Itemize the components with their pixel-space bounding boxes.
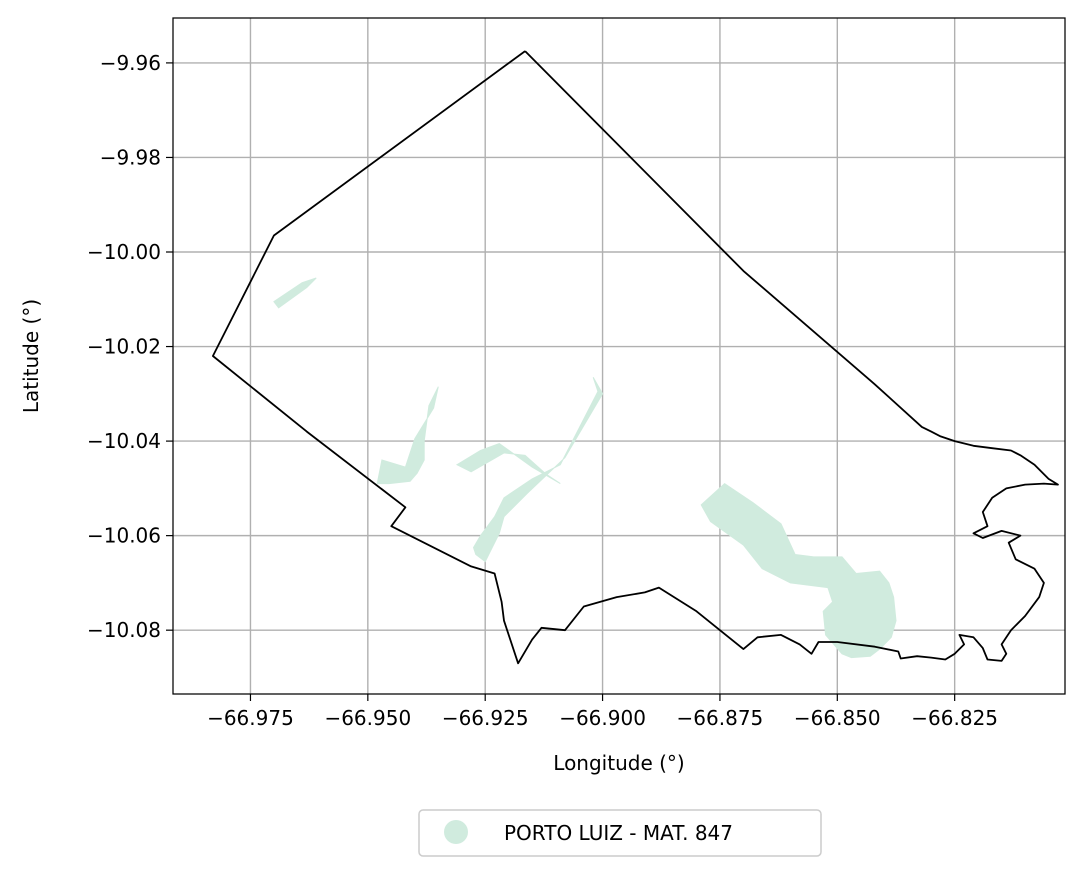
y-tick-label: −9.98 bbox=[100, 145, 161, 169]
x-tick-label: −66.975 bbox=[207, 706, 294, 730]
x-tick-label: −66.850 bbox=[794, 706, 881, 730]
y-axis-label: Latitude (°) bbox=[19, 299, 43, 413]
x-tick-label: −66.900 bbox=[559, 706, 646, 730]
x-tick-label: −66.925 bbox=[442, 706, 529, 730]
y-tick-label: −10.02 bbox=[87, 335, 161, 359]
legend-label: PORTO LUIZ - MAT. 847 bbox=[504, 821, 733, 845]
legend-marker-icon bbox=[444, 820, 468, 844]
y-tick-label: −10.00 bbox=[87, 240, 161, 264]
x-tick-label: −66.875 bbox=[677, 706, 764, 730]
x-tick-label: −66.950 bbox=[324, 706, 411, 730]
y-tick-label: −10.06 bbox=[87, 524, 161, 548]
x-axis-label: Longitude (°) bbox=[553, 751, 684, 775]
x-tick-label: −66.825 bbox=[911, 706, 998, 730]
y-tick-label: −10.04 bbox=[87, 429, 161, 453]
y-tick-label: −9.96 bbox=[100, 51, 161, 75]
y-tick-label: −10.08 bbox=[87, 618, 161, 642]
legend: PORTO LUIZ - MAT. 847 bbox=[419, 810, 821, 856]
